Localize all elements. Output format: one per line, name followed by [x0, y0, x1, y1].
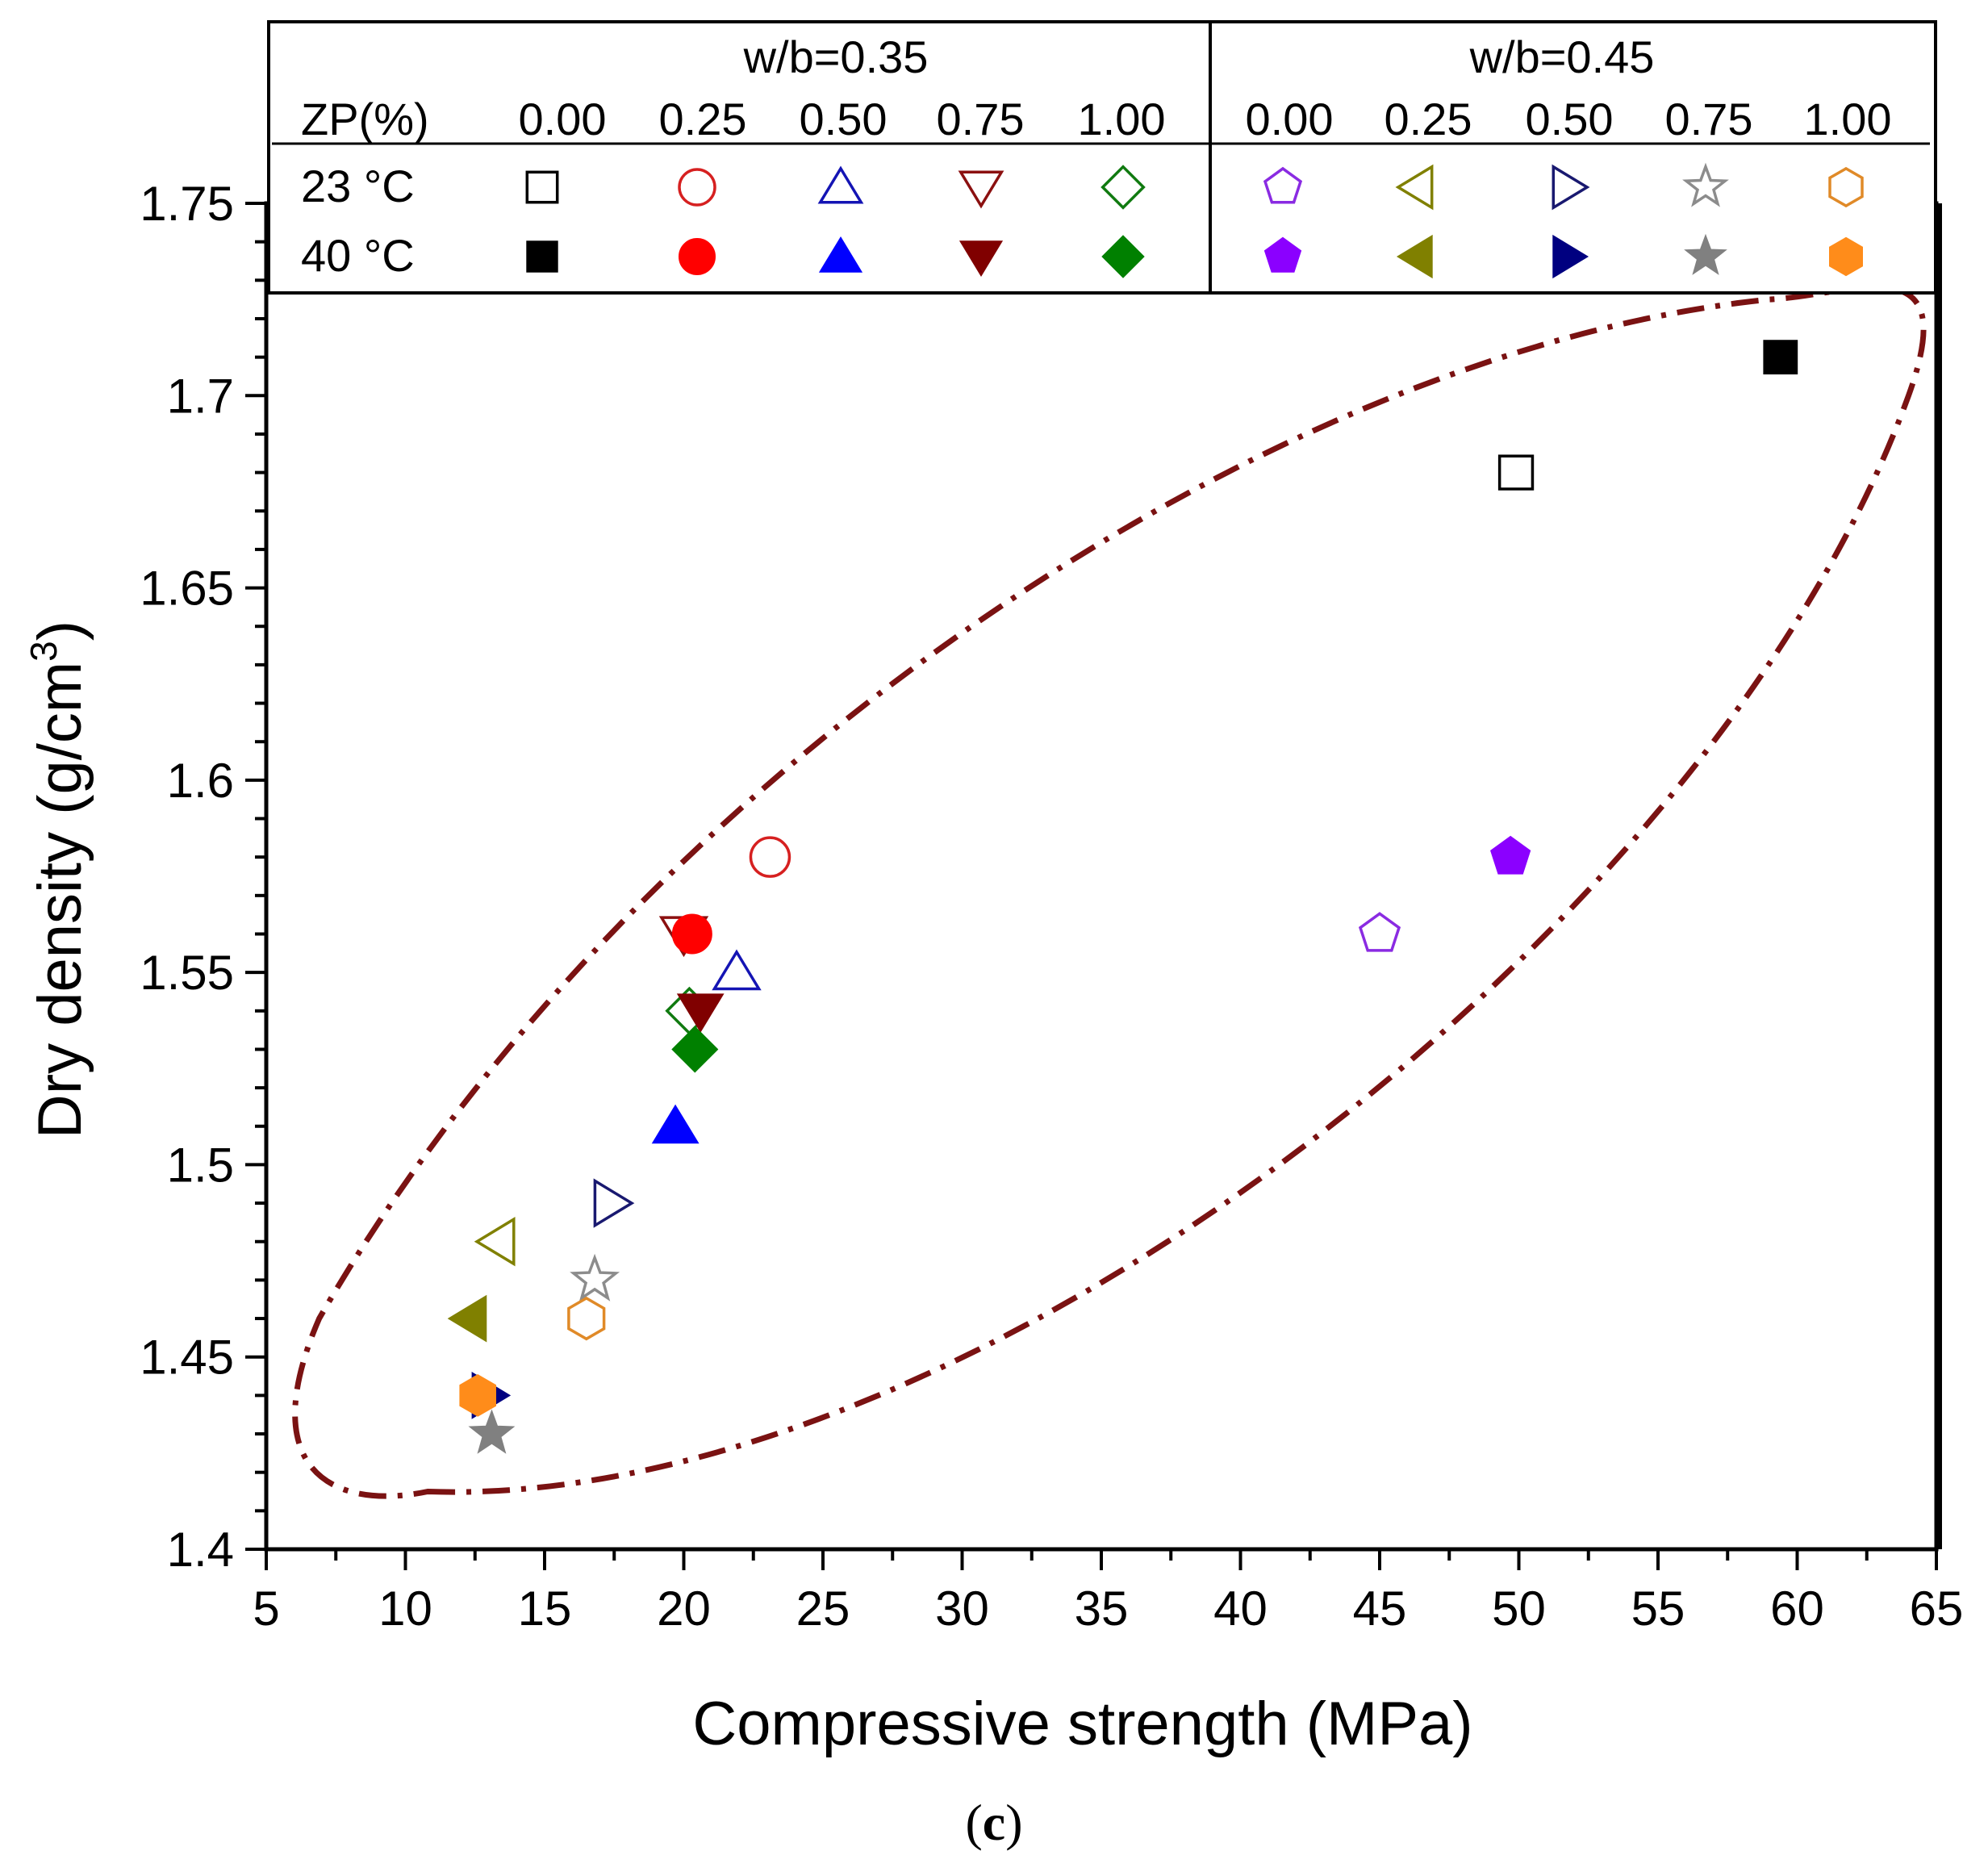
plot-area-frame — [264, 201, 1939, 1552]
figure-caption: (c) — [965, 1794, 1022, 1851]
square-open-marker — [1497, 454, 1535, 491]
legend-zp-header: ZP(%) — [301, 94, 429, 144]
caption-letter: c — [983, 1794, 1005, 1851]
y-tick-labels: 1.4 1.45 1.5 1.55 1.6 1.65 1.7 1.75 — [140, 177, 234, 1577]
legend-diamond-filled-marker — [1101, 235, 1145, 278]
x-tick-label: 60 — [1770, 1582, 1824, 1636]
legend-circle-open-marker — [678, 168, 716, 207]
y-tick-label: 1.7 — [167, 369, 234, 423]
legend-pentagon-filled-marker — [1263, 236, 1302, 273]
triangle-down-filled-marker — [676, 993, 725, 1033]
legend-row-label-40c: 40 °C — [301, 230, 415, 281]
x-tick-label: 50 — [1492, 1582, 1546, 1636]
legend-markers — [525, 162, 1864, 279]
legend-triangle-up-open-marker — [817, 165, 864, 204]
x-tick-label: 40 — [1213, 1582, 1268, 1636]
legend-hexagon-filled-marker — [1829, 236, 1863, 277]
legend-row-label-23c: 23 °C — [301, 161, 415, 211]
y-axis-title-superscript: 3 — [23, 641, 65, 662]
legend-triangle-right-filled-marker — [1552, 234, 1589, 279]
legend-triangle-down-filled-marker — [958, 240, 1004, 278]
caption-close: ) — [1005, 1794, 1022, 1851]
y-axis-title-close: ) — [26, 621, 94, 641]
square-filled-marker — [1763, 340, 1798, 375]
legend-group-label-035: w/b=0.35 — [743, 31, 929, 82]
x-tick-label: 35 — [1075, 1582, 1129, 1636]
diamond-filled-marker — [671, 1026, 719, 1073]
y-tick-label: 1.55 — [140, 946, 234, 1000]
legend-zp-value: 0.75 — [937, 94, 1025, 144]
legend-zp-value: 0.25 — [1384, 94, 1472, 144]
legend: w/b=0.35 w/b=0.45 ZP(%) 0.00 0.25 0.50 0.75… — [267, 20, 1937, 295]
x-axis-title: Compressive strength (MPa) — [692, 1690, 1472, 1758]
y-tick-label: 1.75 — [140, 177, 234, 231]
legend-hexagon-open-marker — [1828, 166, 1864, 208]
legend-triangle-left-filled-marker — [1396, 234, 1433, 279]
y-tick-label: 1.45 — [140, 1331, 234, 1385]
legend-zp-value: 0.75 — [1665, 94, 1753, 144]
triangle-up-filled-marker — [651, 1104, 700, 1144]
legend-star-open-marker — [1682, 162, 1729, 207]
x-tick-label: 55 — [1631, 1582, 1685, 1636]
legend-zp-value: 1.00 — [1078, 94, 1166, 144]
legend-square-open-marker — [525, 170, 559, 204]
legend-zp-value: 0.25 — [659, 94, 747, 144]
x-tick-label: 15 — [518, 1582, 572, 1636]
grouping-ellipse — [292, 284, 1927, 1499]
legend-pentagon-open-marker — [1263, 166, 1303, 204]
triangle-up-open-marker — [712, 949, 762, 991]
legend-triangle-right-open-marker — [1552, 164, 1590, 211]
legend-group-label-045: w/b=0.45 — [1469, 31, 1655, 82]
hexagon-open-marker — [567, 1296, 606, 1341]
data-markers — [447, 340, 1798, 1454]
triangle-left-filled-marker — [447, 1294, 487, 1343]
legend-triangle-down-open-marker — [958, 170, 1004, 209]
y-tick-label: 1.5 — [167, 1138, 234, 1192]
x-tick-label: 45 — [1353, 1582, 1407, 1636]
axis-ticks — [245, 202, 1938, 1570]
x-tick-label: 30 — [935, 1582, 989, 1636]
caption-open: ( — [965, 1794, 982, 1851]
legend-zp-value: 0.00 — [1246, 94, 1334, 144]
legend-star-filled-marker — [1684, 233, 1727, 275]
star-filled-marker — [468, 1409, 516, 1454]
y-axis-title-main: Dry density (g/cm — [26, 662, 94, 1139]
legend-zp-value: 1.00 — [1804, 94, 1892, 144]
pentagon-open-marker — [1358, 912, 1401, 952]
x-tick-label: 65 — [1910, 1582, 1964, 1636]
legend-triangle-left-open-marker — [1395, 164, 1434, 211]
x-tick-label: 20 — [657, 1582, 711, 1636]
legend-zp-value: 0.00 — [519, 94, 607, 144]
pentagon-filled-marker — [1490, 835, 1531, 875]
y-tick-label: 1.6 — [167, 754, 234, 808]
legend-square-filled-marker — [526, 240, 558, 273]
y-tick-label: 1.65 — [140, 562, 234, 616]
legend-box — [267, 20, 1937, 295]
legend-triangle-up-filled-marker — [818, 236, 863, 273]
y-axis-title: Dry density (g/cm3) — [23, 621, 94, 1139]
x-tick-labels: 5 10 15 20 25 30 35 40 45 50 55 60 65 — [253, 1582, 1963, 1636]
x-tick-label: 10 — [378, 1582, 432, 1636]
star-open-marker — [570, 1253, 620, 1302]
triangle-left-open-marker — [474, 1216, 516, 1267]
legend-diamond-open-marker — [1100, 165, 1146, 210]
y-tick-label: 1.4 — [167, 1523, 234, 1577]
hexagon-filled-marker — [459, 1374, 496, 1417]
legend-zp-value: 0.50 — [800, 94, 888, 144]
legend-circle-filled-marker — [679, 238, 716, 275]
legend-zp-values: 0.00 0.25 0.50 0.75 1.00 0.00 0.25 0.50 0.75 1.00 — [519, 94, 1892, 144]
circle-filled-marker — [671, 913, 712, 955]
circle-open-marker — [749, 836, 791, 878]
triangle-right-open-marker — [593, 1178, 635, 1228]
x-tick-label: 5 — [253, 1582, 279, 1636]
legend-zp-value: 0.50 — [1526, 94, 1614, 144]
x-tick-label: 25 — [796, 1582, 850, 1636]
